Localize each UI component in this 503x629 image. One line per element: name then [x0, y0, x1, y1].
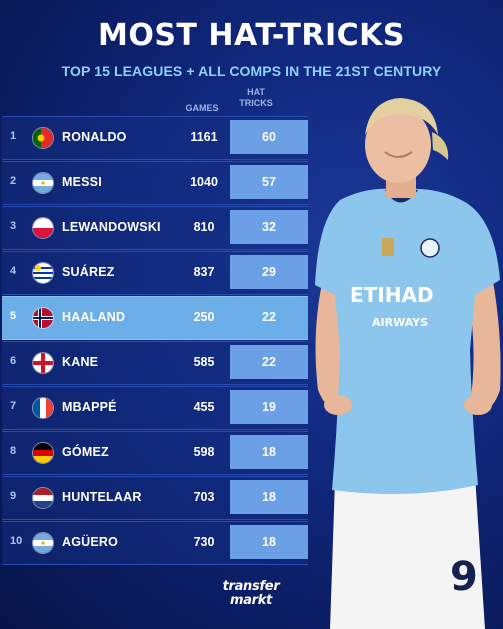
player-name: KANE: [62, 355, 99, 369]
player-name: HAALAND: [62, 310, 126, 324]
hat-tricks-value: 18: [230, 480, 308, 514]
player-name: GÓMEZ: [62, 445, 109, 459]
page-title: MOST HAT-TRICKS: [97, 18, 406, 53]
player-name: AGÜERO: [62, 535, 119, 549]
games-value: 250: [193, 310, 215, 324]
games-value: 730: [193, 535, 215, 549]
player-name: MBAPPÉ: [62, 400, 117, 414]
rank: 3: [10, 220, 17, 232]
player-name: HUNTELAAR: [62, 490, 142, 504]
table-row: 8 GÓMEZ 598 18: [2, 431, 308, 475]
rank: 1: [10, 130, 17, 142]
player-name: LEWANDOWSKI: [62, 220, 161, 234]
rank: 7: [10, 400, 17, 412]
hat-tricks-value: 29: [230, 255, 308, 289]
games-value: 810: [193, 220, 215, 234]
games-value: 1161: [190, 130, 218, 144]
games-value: 455: [193, 400, 215, 414]
table-row: 10 AGÜERO 730 18: [2, 521, 308, 565]
rank: 9: [10, 490, 17, 502]
table-row: 7 MBAPPÉ 455 19: [2, 386, 308, 430]
player-name: SUÁREZ: [62, 265, 115, 279]
games-value: 585: [193, 355, 215, 369]
shirt-sponsor: ETIHAD: [350, 283, 434, 307]
player-name: RONALDO: [62, 130, 127, 144]
transfermarkt-logo: transfer markt: [214, 580, 288, 612]
hat-tricks-value: 32: [230, 210, 308, 244]
rank: 5: [10, 310, 17, 322]
germany-flag-icon: [32, 442, 54, 464]
table-row: 5 HAALAND 250 22: [2, 296, 308, 340]
table-row: 1 RONALDO 1161 60: [2, 116, 308, 160]
shirt-number: 9: [450, 554, 478, 600]
table-row: 3 LEWANDOWSKI 810 32: [2, 206, 308, 250]
hat-tricks-value: 18: [230, 525, 308, 559]
table-row: 9 HUNTELAAR 703 18: [2, 476, 308, 520]
rank: 6: [10, 355, 17, 367]
rank: 2: [10, 175, 17, 187]
games-column-header: GAMES: [185, 103, 219, 113]
games-value: 598: [193, 445, 215, 459]
rank: 4: [10, 265, 17, 277]
games-value: 703: [193, 490, 215, 504]
england-flag-icon: [32, 352, 54, 374]
poland-flag-icon: [32, 217, 54, 239]
table-row: 4 SUÁREZ 837 29: [2, 251, 308, 295]
hat-tricks-value: 22: [262, 310, 276, 324]
france-flag-icon: [32, 397, 54, 419]
logo-line2: markt: [229, 593, 273, 608]
table-row: 2 MESSI 1040 57: [2, 161, 308, 205]
norway-flag-icon: [32, 307, 54, 329]
uruguay-flag-icon: [32, 262, 54, 284]
argentina-flag-icon: [32, 532, 54, 554]
table-row: 6 KANE 585 22: [2, 341, 308, 385]
rank: 10: [10, 535, 23, 547]
hat-tricks-header-line1: HAT: [247, 87, 265, 97]
page-subtitle: TOP 15 LEAGUES + ALL COMPS IN THE 21ST C…: [61, 63, 442, 79]
games-value: 1040: [190, 175, 218, 189]
hat-tricks-column-header: HAT TRICKS: [234, 87, 278, 109]
netherlands-flag-icon: [32, 487, 54, 509]
argentina-flag-icon: [32, 172, 54, 194]
hat-tricks-value: 60: [230, 120, 308, 154]
hat-tricks-value: 19: [230, 390, 308, 424]
player-photo: 9 ETIHAD AIRWAYS: [315, 98, 501, 629]
hat-tricks-value: 57: [230, 165, 308, 199]
portugal-flag-icon: [32, 127, 54, 149]
shirt-sponsor-sub: AIRWAYS: [372, 316, 428, 329]
hat-tricks-header-line2: TRICKS: [239, 98, 273, 108]
player-name: MESSI: [62, 175, 102, 189]
hat-tricks-value: 18: [230, 435, 308, 469]
logo-line1: transfer: [222, 579, 280, 594]
rank: 8: [10, 445, 17, 457]
hat-tricks-value: 22: [230, 345, 308, 379]
games-value: 837: [193, 265, 215, 279]
